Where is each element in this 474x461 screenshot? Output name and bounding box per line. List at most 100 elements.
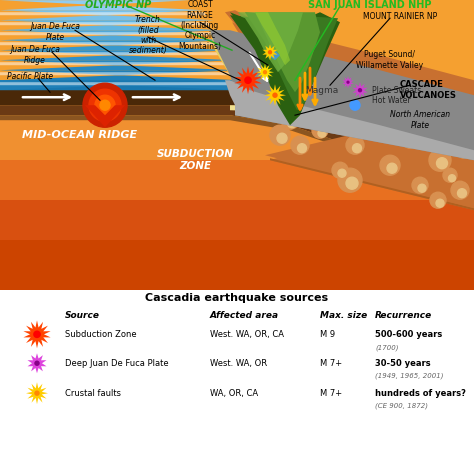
- Polygon shape: [23, 320, 51, 348]
- Polygon shape: [0, 90, 474, 120]
- Text: COAST
RANGE
(Including
Olympic
Mountains): COAST RANGE (Including Olympic Mountains…: [179, 0, 221, 51]
- Circle shape: [424, 114, 436, 126]
- Circle shape: [298, 144, 307, 153]
- Circle shape: [277, 133, 287, 143]
- Polygon shape: [232, 22, 474, 208]
- Text: (CE 900, 1872): (CE 900, 1872): [375, 403, 428, 409]
- Polygon shape: [255, 12, 320, 92]
- Polygon shape: [268, 50, 280, 60]
- Circle shape: [430, 192, 446, 208]
- Polygon shape: [358, 88, 362, 92]
- Polygon shape: [27, 353, 46, 373]
- Circle shape: [270, 125, 290, 145]
- Polygon shape: [256, 63, 274, 81]
- Polygon shape: [0, 30, 228, 40]
- Circle shape: [83, 83, 127, 127]
- Circle shape: [457, 189, 466, 198]
- Text: Trench
(filled
with
sediment): Trench (filled with sediment): [128, 15, 167, 55]
- Text: Affected area: Affected area: [210, 311, 279, 320]
- Circle shape: [95, 95, 115, 115]
- Text: MID-OCEAN RIDGE: MID-OCEAN RIDGE: [22, 130, 137, 140]
- Circle shape: [444, 130, 450, 137]
- Polygon shape: [0, 240, 474, 290]
- Polygon shape: [34, 390, 40, 396]
- Polygon shape: [0, 90, 230, 105]
- Polygon shape: [0, 0, 474, 290]
- Polygon shape: [0, 60, 237, 70]
- Polygon shape: [0, 52, 223, 55]
- Polygon shape: [230, 12, 272, 70]
- Text: Pacific Plate: Pacific Plate: [7, 72, 53, 81]
- Polygon shape: [230, 105, 290, 112]
- Circle shape: [318, 129, 326, 137]
- Text: West. WA, OR: West. WA, OR: [210, 359, 267, 368]
- Text: Juan De Fuca
Plate: Juan De Fuca Plate: [30, 22, 80, 41]
- Text: West. WA, OR, CA: West. WA, OR, CA: [210, 330, 284, 339]
- Polygon shape: [268, 50, 272, 54]
- Polygon shape: [26, 382, 48, 404]
- Circle shape: [436, 199, 444, 207]
- Text: M 7+: M 7+: [320, 359, 342, 368]
- Circle shape: [448, 175, 456, 182]
- Circle shape: [450, 100, 460, 110]
- Polygon shape: [352, 82, 368, 98]
- Circle shape: [351, 101, 369, 119]
- Circle shape: [412, 107, 428, 123]
- Circle shape: [429, 149, 451, 171]
- Text: 500-600 years: 500-600 years: [375, 330, 442, 339]
- Text: M 9: M 9: [320, 330, 335, 339]
- Circle shape: [448, 128, 462, 142]
- Circle shape: [312, 122, 328, 138]
- Polygon shape: [0, 70, 240, 80]
- Circle shape: [288, 119, 297, 128]
- Polygon shape: [346, 81, 350, 84]
- Polygon shape: [0, 12, 207, 15]
- Polygon shape: [0, 10, 214, 20]
- Polygon shape: [245, 12, 338, 110]
- Circle shape: [380, 155, 400, 175]
- Polygon shape: [263, 70, 267, 74]
- Text: (1700): (1700): [375, 344, 399, 350]
- Text: WA, OR, CA: WA, OR, CA: [210, 389, 258, 398]
- Text: Source: Source: [65, 311, 100, 320]
- Polygon shape: [0, 80, 235, 90]
- Polygon shape: [270, 158, 474, 210]
- Circle shape: [402, 132, 418, 148]
- Polygon shape: [0, 82, 235, 85]
- Circle shape: [456, 142, 472, 158]
- Text: hundreds of years?: hundreds of years?: [375, 389, 466, 398]
- Text: Plate Sweats
Hot Water: Plate Sweats Hot Water: [372, 85, 421, 105]
- Text: Crustal faults: Crustal faults: [65, 389, 121, 398]
- Text: Deep Juan De Fuca Plate: Deep Juan De Fuca Plate: [65, 359, 169, 368]
- Circle shape: [346, 177, 358, 189]
- Polygon shape: [255, 12, 290, 65]
- Circle shape: [357, 109, 366, 118]
- Polygon shape: [0, 120, 474, 160]
- Circle shape: [331, 81, 349, 99]
- Circle shape: [462, 149, 470, 157]
- Polygon shape: [225, 80, 474, 160]
- Polygon shape: [0, 72, 231, 75]
- Polygon shape: [0, 42, 219, 45]
- Circle shape: [350, 100, 360, 110]
- Circle shape: [438, 123, 452, 137]
- Circle shape: [408, 139, 416, 147]
- Circle shape: [412, 177, 428, 193]
- Circle shape: [443, 168, 457, 182]
- Text: SAN JUAN ISLAND NHP: SAN JUAN ISLAND NHP: [308, 0, 432, 10]
- Polygon shape: [0, 90, 474, 190]
- Circle shape: [353, 144, 362, 153]
- Circle shape: [441, 141, 449, 149]
- Polygon shape: [0, 0, 204, 10]
- Text: MOUNT RAINIER NP: MOUNT RAINIER NP: [363, 12, 437, 21]
- Polygon shape: [0, 80, 240, 90]
- Polygon shape: [234, 66, 262, 94]
- Polygon shape: [263, 44, 278, 60]
- Polygon shape: [225, 10, 474, 210]
- Text: (1949, 1965, 2001): (1949, 1965, 2001): [375, 373, 444, 379]
- Polygon shape: [0, 40, 232, 50]
- Polygon shape: [238, 12, 303, 72]
- Circle shape: [89, 89, 121, 121]
- Polygon shape: [0, 50, 235, 60]
- Polygon shape: [34, 361, 40, 366]
